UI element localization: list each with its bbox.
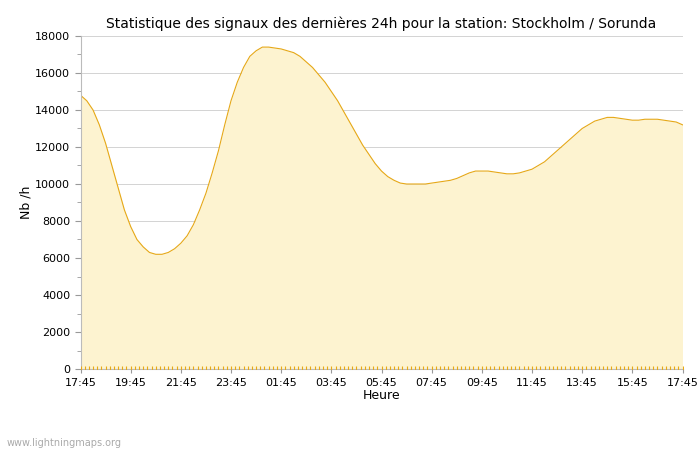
X-axis label: Heure: Heure bbox=[363, 389, 400, 402]
Title: Statistique des signaux des dernières 24h pour la station: Stockholm / Sorunda: Statistique des signaux des dernières 24… bbox=[106, 16, 657, 31]
Y-axis label: Nb /h: Nb /h bbox=[19, 186, 32, 219]
Text: www.lightningmaps.org: www.lightningmaps.org bbox=[7, 438, 122, 448]
